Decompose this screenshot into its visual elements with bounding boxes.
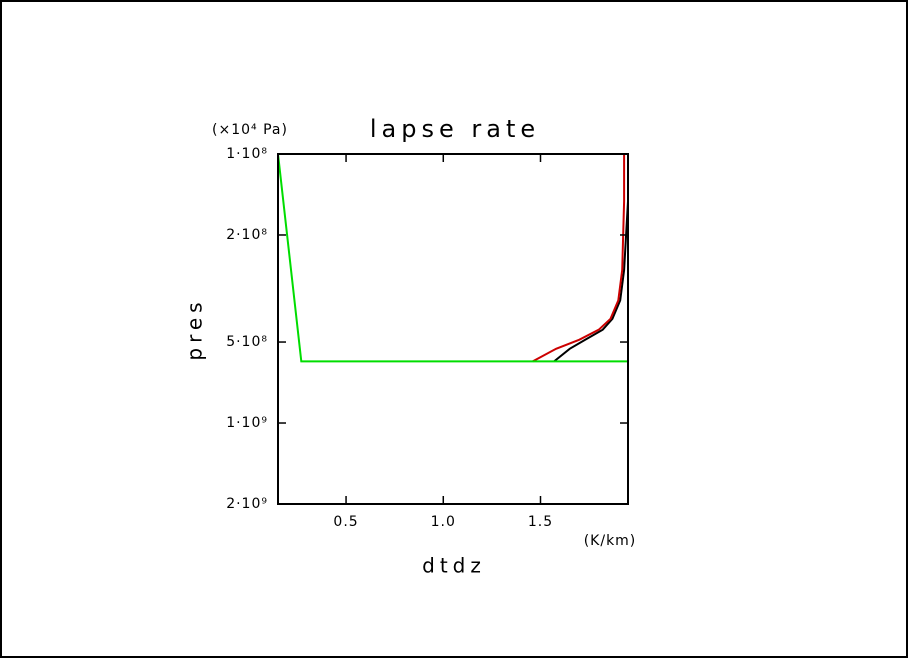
x-tick-label: 1.0 bbox=[431, 514, 456, 530]
data-line bbox=[532, 154, 626, 363]
y-tick-label: 1·10⁸ bbox=[226, 146, 268, 162]
y-tick-label: 2·10⁸ bbox=[226, 227, 268, 243]
y-tick-label: 5·10⁸ bbox=[226, 334, 268, 350]
x-tick-label: 0.5 bbox=[333, 514, 358, 530]
chart-title: lapse rate bbox=[370, 115, 540, 143]
y-tick-label: 2·10⁹ bbox=[226, 496, 268, 512]
x-label: dtdz bbox=[422, 554, 486, 578]
y-label: pres bbox=[183, 297, 207, 360]
y-units: (×10⁴ Pa) bbox=[212, 122, 288, 138]
x-tick-label: 1.5 bbox=[528, 514, 553, 530]
x-units: (K/km) bbox=[584, 533, 637, 549]
plot-frame bbox=[277, 153, 629, 505]
data-line bbox=[553, 154, 629, 363]
y-tick-label: 1·10⁹ bbox=[226, 415, 268, 431]
